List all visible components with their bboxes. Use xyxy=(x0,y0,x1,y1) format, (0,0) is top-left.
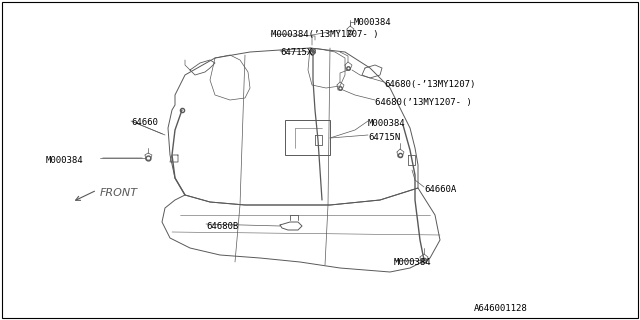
Text: 64660A: 64660A xyxy=(424,185,456,194)
Text: 64715N: 64715N xyxy=(368,133,400,142)
Text: 64680(’13MY1207- ): 64680(’13MY1207- ) xyxy=(375,98,472,107)
Text: FRONT: FRONT xyxy=(100,188,138,198)
Text: A646001128: A646001128 xyxy=(474,304,528,313)
Text: M000384: M000384 xyxy=(394,258,431,267)
Bar xyxy=(285,120,330,155)
Text: 64715X: 64715X xyxy=(280,48,312,57)
Text: 64680B: 64680B xyxy=(206,222,238,231)
Text: 64680(-’13MY1207): 64680(-’13MY1207) xyxy=(384,80,476,89)
Text: 64660: 64660 xyxy=(131,118,158,127)
Text: M000384: M000384 xyxy=(368,119,406,128)
Text: M000384(’13MY1207- ): M000384(’13MY1207- ) xyxy=(271,30,378,39)
Text: M000384: M000384 xyxy=(46,156,84,165)
Text: M000384: M000384 xyxy=(354,18,392,27)
